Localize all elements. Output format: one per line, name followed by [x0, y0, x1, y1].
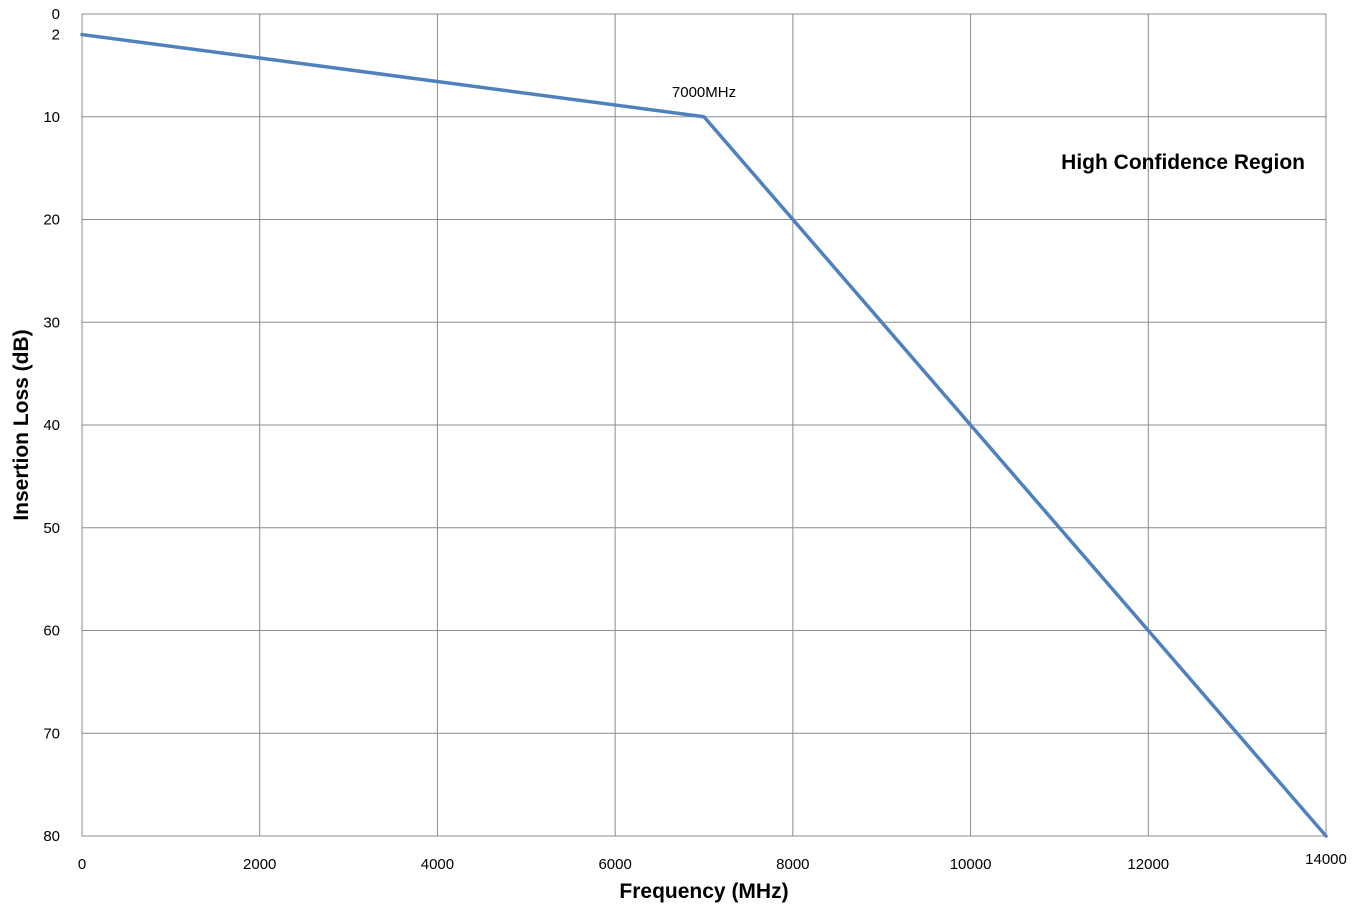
plot-area-border — [81, 13, 1327, 837]
y-tick-label: 10 — [43, 109, 60, 126]
x-tick-label: 4000 — [421, 856, 454, 873]
y-tick-label: 2 — [52, 27, 60, 44]
grid — [81, 13, 1327, 837]
y-tick-label: 50 — [43, 520, 60, 537]
x-tick-label: 0 — [78, 856, 86, 873]
y-tick-label: 70 — [43, 725, 60, 742]
x-tick-label: 10000 — [950, 856, 992, 873]
x-tick-label: 2000 — [243, 856, 276, 873]
y-tick-label: 60 — [43, 623, 60, 640]
x-tick-label: 12000 — [1127, 856, 1169, 873]
region-label: High Confidence Region — [1061, 151, 1305, 174]
y-tick-label: 80 — [43, 828, 60, 845]
y-tick-label: 30 — [43, 314, 60, 331]
series-line — [80, 32, 1328, 838]
x-tick-label: 14000 — [1305, 851, 1347, 868]
x-tick-label: 8000 — [776, 856, 809, 873]
x-tick-label: 6000 — [598, 856, 631, 873]
y-tick-label: 20 — [43, 212, 60, 229]
tick-labels: 0 2000 4000 6000 8000 10000 12000 14000 0 2 10 20 30… — [43, 6, 1347, 873]
y-axis-title: Insertion Loss (dB) — [10, 329, 33, 520]
series-layer — [80, 32, 1328, 838]
x-axis-title: Frequency (MHz) — [619, 880, 788, 903]
annotation-label: 7000MHz — [672, 84, 736, 101]
y-tick-label: 40 — [43, 417, 60, 434]
y-tick-label: 0 — [52, 6, 60, 23]
